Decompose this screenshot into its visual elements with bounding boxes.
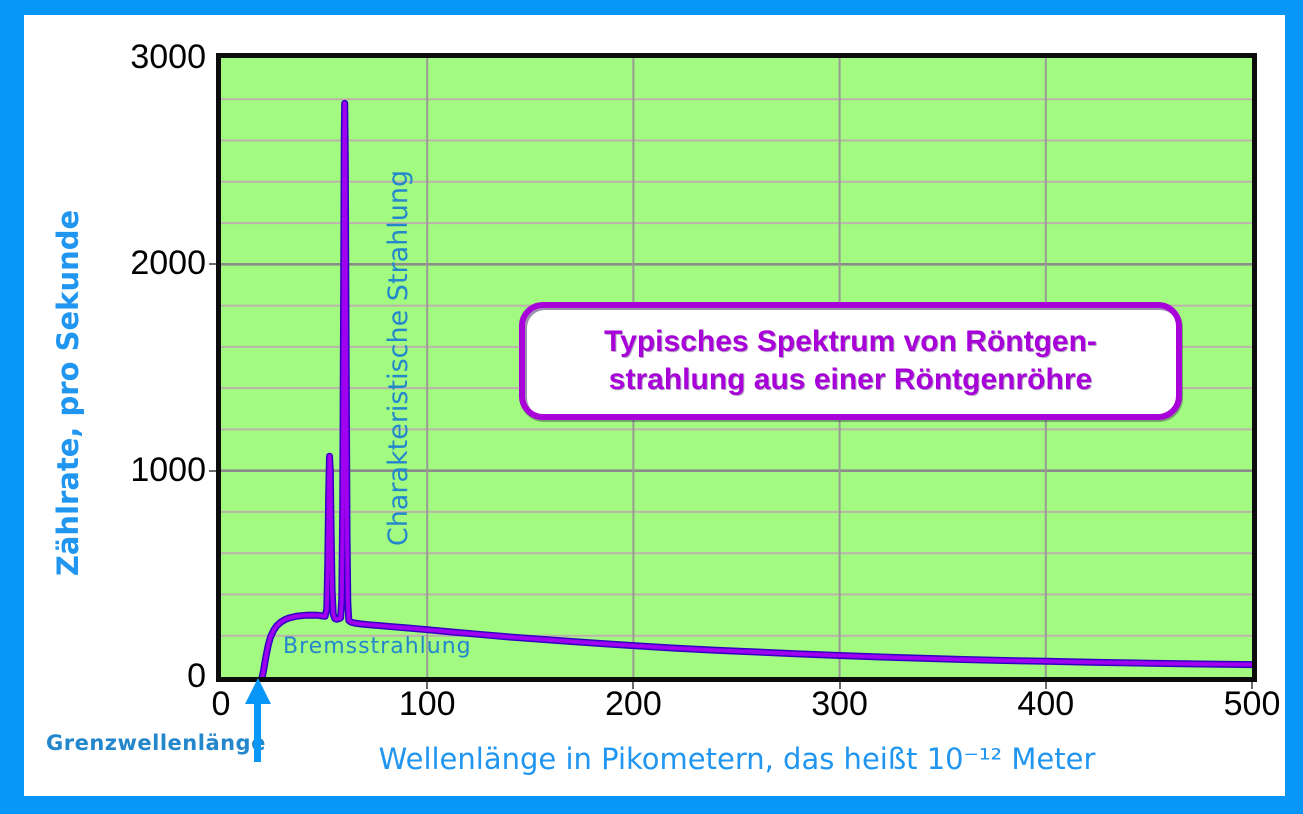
cutoff-arrow-shaft [254, 702, 261, 762]
chart-title-line-1: Typisches Spektrum von Röntgen- [604, 325, 1097, 358]
chart-title-line-2: strahlung aus einer Röntgenröhre [608, 363, 1093, 396]
cutoff-wavelength-label: Grenzwellenlänge [46, 731, 266, 755]
y-tick-label: 2000 [130, 244, 206, 283]
spectrum-curve-line [260, 101, 1252, 677]
x-tick-mark [426, 682, 429, 689]
x-tick-mark [632, 682, 635, 689]
chart-title-box: Typisches Spektrum von Röntgen- strahlun… [519, 302, 1182, 420]
gridlines [221, 58, 1252, 677]
x-tick-mark [838, 682, 841, 689]
x-tick-label: 300 [811, 685, 868, 723]
spectrum-curve [258, 99, 1252, 677]
x-tick-label: 0 [211, 685, 231, 723]
x-tick-mark [1044, 682, 1047, 689]
y-tick-mark [209, 263, 216, 266]
cutoff-arrow-icon [245, 678, 271, 704]
y-tick-label: 0 [187, 657, 206, 695]
y-tick-label: 1000 [130, 450, 206, 489]
plot-area: Charakteristische Strahlung Bremsstrahlu… [216, 53, 1257, 682]
x-tick-mark [1251, 682, 1253, 689]
x-tick-label: 400 [1017, 685, 1075, 723]
bremsstrahlung-label: Bremsstrahlung [283, 634, 472, 659]
y-tick-mark [209, 469, 216, 472]
characteristic-radiation-label: Charakteristische Strahlung [383, 169, 414, 547]
x-tick-label: 500 [1223, 685, 1281, 723]
x-tick-label: 200 [605, 685, 662, 723]
y-tick-label: 3000 [130, 38, 206, 76]
x-axis-title: Wellenlänge in Pikometern, das heißt 10⁻… [378, 742, 1096, 776]
x-tick-label: 100 [398, 685, 456, 723]
